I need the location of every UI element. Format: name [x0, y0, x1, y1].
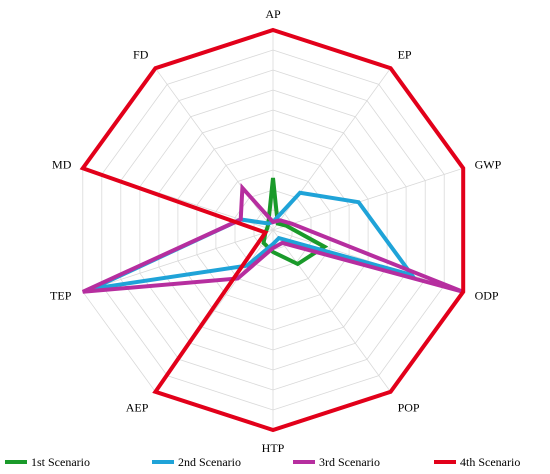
- axis-label-odp: ODP: [475, 289, 499, 303]
- axis-labels: AP EP GWP ODP POP HTP AEP TEP MD FD: [50, 7, 502, 455]
- legend-label-3: 3rd Scenario: [319, 455, 380, 469]
- series-line-3: [81, 182, 464, 294]
- series-line-4: [79, 27, 466, 433]
- radar-series: [79, 27, 466, 433]
- grid-spoke: [155, 67, 274, 231]
- axis-label-tep: TEP: [50, 289, 72, 303]
- grid-spoke: [272, 167, 464, 231]
- axis-label-fd: FD: [133, 48, 149, 62]
- axis-label-ep: EP: [398, 48, 412, 62]
- grid-spoke: [272, 229, 391, 393]
- axis-label-gwp: GWP: [475, 158, 502, 172]
- legend-label-1: 1st Scenario: [31, 455, 90, 469]
- legend: 1st Scenario 2nd Scenario 3rd Scenario 4th …: [5, 455, 520, 469]
- legend-label-2: 2nd Scenario: [178, 455, 241, 469]
- axis-label-md: MD: [52, 158, 72, 172]
- axis-label-htp: HTP: [262, 441, 285, 455]
- axis-label-pop: POP: [398, 401, 420, 415]
- axis-label-ap: AP: [265, 7, 281, 21]
- series-line-2: [91, 190, 417, 291]
- legend-label-4: 4th Scenario: [460, 455, 520, 469]
- axis-label-aep: AEP: [126, 401, 149, 415]
- series-line-1: [261, 177, 329, 267]
- grid-spoke: [82, 229, 274, 293]
